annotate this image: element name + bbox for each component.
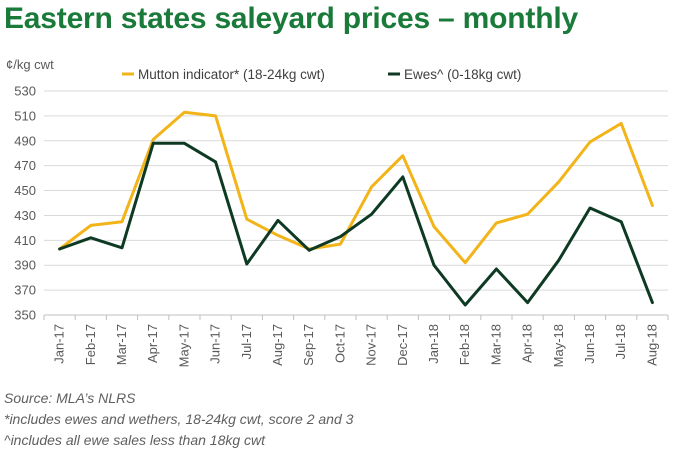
y-tick-label: 490 — [14, 133, 36, 148]
x-tick-label: Aug-18 — [644, 324, 659, 366]
y-tick-label: 350 — [14, 308, 36, 323]
footnote-mutton: *includes ewes and wethers, 18-24kg cwt,… — [4, 411, 354, 427]
footnote-ewes: ^includes all ewe sales less than 18kg c… — [4, 432, 266, 448]
legend-label: Ewes^ (0-18kg cwt) — [404, 67, 521, 82]
x-tick-label: Apr-17 — [145, 324, 160, 363]
x-tick-label: Apr-18 — [520, 324, 535, 363]
y-tick-label: 410 — [14, 233, 36, 248]
x-tick-label: Sep-17 — [301, 324, 316, 366]
chart-title: Eastern states saleyard prices – monthly — [4, 2, 578, 35]
x-tick-label: Feb-17 — [83, 324, 98, 365]
y-tick-label: 430 — [14, 208, 36, 223]
x-tick-label: Aug-17 — [270, 324, 285, 366]
y-tick-label: 510 — [14, 108, 36, 123]
x-tick-label: Jan-17 — [52, 324, 67, 364]
x-tick-label: Jul-17 — [239, 324, 254, 359]
x-tick-label: Jun-17 — [208, 324, 223, 364]
y-tick-label: 470 — [14, 158, 36, 173]
y-axis-label: ¢/kg cwt — [6, 57, 54, 72]
series-line-mutton — [58, 110, 654, 265]
y-tick-label: 450 — [14, 183, 36, 198]
x-tick-label: Jan-18 — [426, 324, 441, 364]
x-tick-label: Nov-17 — [364, 324, 379, 366]
x-tick-label: May-18 — [551, 324, 566, 367]
series-line-ewes — [58, 141, 654, 307]
x-tick-label: Dec-17 — [395, 324, 410, 366]
source-note: Source: MLA’s NLRS — [4, 390, 136, 406]
gridlines — [44, 90, 668, 316]
x-tick-label: May-17 — [176, 324, 191, 367]
legend-label: Mutton indicator* (18-24kg cwt) — [138, 67, 325, 82]
x-tick-label: Jul-18 — [613, 324, 628, 359]
x-axis-ticks: Jan-17 Feb-17 Mar-17 Apr-17 May-17 Jun-17 Jul-… — [43, 315, 669, 367]
y-tick-label: 370 — [14, 283, 36, 298]
chart-notes: Source: MLA’s NLRS *includes ewes and we… — [4, 388, 353, 451]
legend: Mutton indicator* (18-24kg cwt) Ewes^ (0-… — [122, 67, 521, 82]
x-tick-label: Feb-18 — [457, 324, 472, 365]
y-tick-label: 530 — [14, 84, 36, 99]
y-tick-label: 390 — [14, 258, 36, 273]
y-axis-ticks: 350 370 390 410 430 450 470 490 510 530 — [14, 84, 36, 323]
series-lines — [58, 110, 654, 307]
x-tick-label: Mar-17 — [114, 324, 129, 365]
x-tick-label: Jun-18 — [582, 324, 597, 364]
x-tick-label: Mar-18 — [488, 324, 503, 365]
x-tick-label: Oct-17 — [332, 324, 347, 363]
